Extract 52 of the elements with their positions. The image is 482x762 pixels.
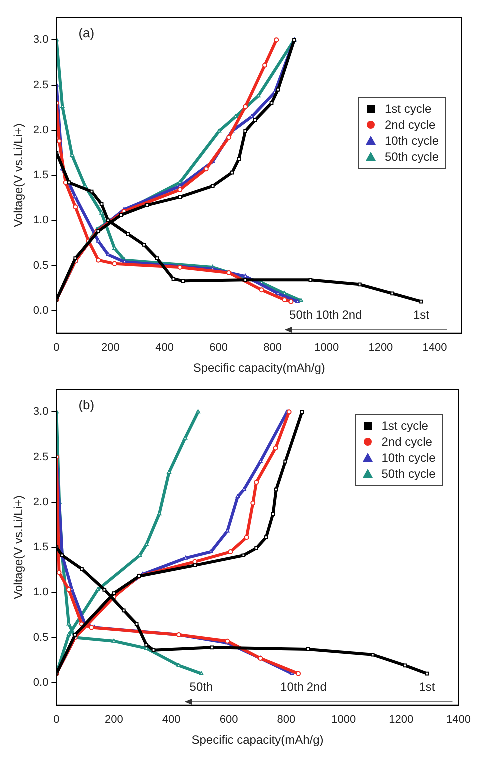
x-tick-label: 400 — [156, 342, 174, 354]
y-tick-label: 0.5 — [33, 260, 49, 272]
legend-label: 50th cycle — [382, 466, 436, 482]
x-tick-label: 1200 — [368, 342, 394, 354]
x-tick-label: 800 — [277, 714, 296, 726]
y-tick-label: 0.5 — [33, 632, 49, 644]
x-tick-label: 1400 — [446, 714, 472, 726]
y-tick-label: 0.0 — [33, 304, 49, 317]
y-tick-label: 2.5 — [33, 79, 49, 92]
x-tick-label: 800 — [264, 342, 282, 354]
legend-label: 50th cycle — [385, 148, 440, 165]
x-tick-label: 400 — [162, 714, 181, 726]
x-tick-label: 1200 — [389, 714, 414, 726]
y-tick-label: 2.0 — [33, 496, 49, 508]
annotation: 1st — [413, 308, 430, 322]
x-axis-title: Specific capacity(mAh/g) — [192, 733, 324, 748]
x-tick-label: 1000 — [332, 714, 356, 726]
y-tick-label: 1.5 — [33, 542, 49, 554]
y-tick-label: 1.5 — [33, 170, 49, 182]
y-axis-title: Voltage(V vs.Li/Li+) — [12, 124, 26, 228]
annotation: 50th — [290, 308, 313, 322]
y-tick-label: 3.0 — [33, 34, 49, 46]
legend-label: 2nd cycle — [382, 434, 432, 450]
annotation: 50th — [190, 680, 214, 694]
y-tick-label: 2.0 — [33, 124, 49, 136]
text: (b) — [78, 398, 95, 413]
legend-label: 10th cycle — [382, 450, 436, 466]
annotation: 10th — [280, 680, 304, 694]
y-tick-label: 0.0 — [33, 676, 49, 689]
x-tick-label: 1400 — [422, 342, 448, 354]
annotation: 2nd — [342, 308, 362, 322]
x-tick-label: 200 — [104, 714, 124, 726]
legend-label: 2nd cycle — [385, 116, 436, 133]
y-tick-label: 2.5 — [33, 451, 49, 464]
y-axis-title: Voltage(V vs.Li/Li+) — [12, 496, 26, 600]
legend-label: 10th cycle — [385, 132, 440, 149]
x-tick-label: 200 — [102, 342, 120, 354]
annotation: 10th — [316, 308, 340, 322]
legend-label: 1st cycle — [385, 100, 432, 117]
annotation: 1st — [419, 680, 436, 694]
legend-label: 1st cycle — [382, 418, 428, 434]
x-tick-label: 600 — [210, 342, 228, 354]
x-tick-label: 0 — [54, 714, 60, 726]
y-tick-label: 1.0 — [33, 586, 49, 599]
y-tick-label: 3.0 — [33, 406, 49, 418]
x-tick-label: 600 — [220, 714, 238, 726]
text: (a) — [78, 26, 95, 41]
y-tick-label: 1.0 — [33, 214, 49, 227]
x-tick-label: 0 — [54, 342, 60, 354]
x-tick-label: 1000 — [314, 342, 340, 354]
annotation: 2nd — [306, 680, 327, 694]
x-axis-title: Specific capacity(mAh/g) — [193, 361, 326, 376]
